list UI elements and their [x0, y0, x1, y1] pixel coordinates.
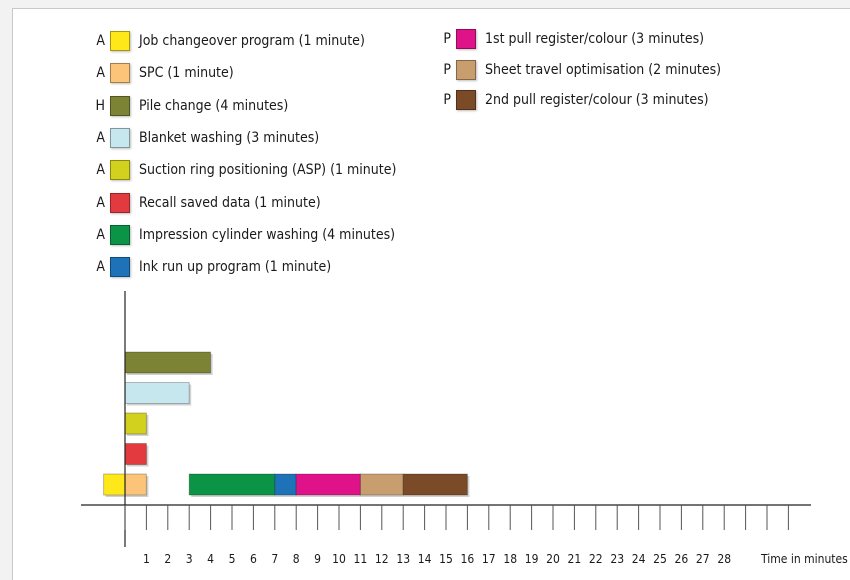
gantt-bar: Pile change (4 minutes)	[124, 351, 212, 374]
legend-label: Blanket washing (3 minutes)	[139, 129, 320, 146]
gantt-bar: 2nd pull register/colour (3 minutes)	[402, 473, 468, 496]
x-tick-label: 5	[229, 552, 236, 566]
legend-item: A Impression cylinder washing (4 minutes)	[93, 224, 395, 246]
legend-swatch	[110, 127, 130, 148]
legend-item: P Sheet travel optimisation (2 minutes)	[439, 59, 721, 81]
legend-label: 2nd pull register/colour (3 minutes)	[485, 92, 709, 108]
x-tick-label: 21	[568, 552, 582, 566]
legend-item: A Blanket washing (3 minutes)	[93, 127, 319, 149]
x-tick-label: 7	[271, 552, 278, 566]
legend-swatch	[456, 90, 476, 110]
legend-category: A	[96, 259, 105, 276]
legend-item: P 2nd pull register/colour (3 minutes)	[439, 89, 709, 111]
gantt-bar: 1st pull register/colour (3 minutes)	[295, 473, 361, 496]
legend-label: Impression cylinder washing (4 minutes)	[139, 226, 396, 243]
gantt-bar: Impression cylinder washing (4 minutes)	[188, 473, 276, 496]
legend-item: H Pile change (4 minutes)	[93, 95, 288, 117]
gantt-bar: SPC (1 minute)	[124, 473, 147, 496]
x-tick-label: 22	[589, 552, 603, 566]
x-tick-label: 4	[207, 552, 214, 566]
legend-category: H	[95, 97, 105, 114]
legend-label: Suction ring positioning (ASP) (1 minute…	[139, 162, 397, 179]
legend-swatch	[110, 192, 130, 213]
x-tick-label: 3	[186, 552, 193, 566]
legend-category: A	[96, 194, 105, 211]
x-tick-label: 8	[293, 552, 300, 566]
x-tick-label: 2	[164, 552, 171, 566]
legend-item: A Job changeover program (1 minute)	[93, 30, 365, 52]
x-tick-label: 12	[375, 552, 389, 566]
x-tick-label: 15	[439, 552, 453, 566]
legend-swatch	[110, 257, 130, 278]
legend-category: A	[96, 162, 105, 179]
legend-label: Sheet travel optimisation (2 minutes)	[485, 61, 722, 78]
legend-label: Recall saved data (1 minute)	[139, 194, 321, 211]
x-tick-label: 23	[610, 552, 624, 566]
legend-category: P	[443, 92, 451, 108]
gantt-chart: Pile change (4 minutes) Blanket washing (…	[81, 291, 848, 566]
x-tick-label: 1	[143, 552, 150, 566]
legend-label: Job changeover program (1 minute)	[139, 33, 365, 49]
legend-item: A Ink run up program (1 minute)	[93, 256, 331, 278]
gantt-bar: Blanket washing (3 minutes)	[124, 382, 190, 404]
legend-category: A	[96, 129, 105, 146]
legend-swatch	[110, 31, 130, 51]
x-tick-label: 11	[354, 552, 368, 566]
legend-category: A	[96, 226, 105, 243]
gantt-bar: Recall saved data (1 minute)	[124, 443, 147, 465]
x-tick-label: 17	[482, 552, 496, 566]
legend-label: Pile change (4 minutes)	[139, 97, 289, 114]
x-tick-label: 14	[418, 552, 432, 566]
gantt-bar: Sheet travel optimisation (2 minutes)	[359, 473, 404, 496]
legend-swatch	[110, 160, 130, 181]
x-axis-label: Time in minutes	[760, 552, 848, 566]
legend-category: A	[96, 65, 105, 82]
legend-swatch	[110, 95, 130, 116]
x-tick-label: 28	[717, 552, 731, 566]
legend-category: P	[443, 61, 451, 78]
legend-swatch	[110, 224, 130, 245]
legend-item: P 1st pull register/colour (3 minutes)	[439, 28, 704, 50]
x-tick-label: 18	[503, 552, 517, 566]
gantt-bar: Ink run up program (1 minute)	[274, 473, 297, 496]
legend-item: A SPC (1 minute)	[93, 62, 234, 84]
legend-label: SPC (1 minute)	[139, 65, 234, 82]
x-tick-label: 13	[396, 552, 410, 566]
legend-category: A	[96, 33, 105, 49]
gantt-bar: Suction ring positioning (ASP) (1 minute…	[124, 412, 147, 435]
legend-swatch	[456, 59, 476, 80]
legend-category: P	[443, 31, 451, 47]
x-tick-label: 24	[632, 552, 646, 566]
x-tick-label: 26	[675, 552, 689, 566]
x-tick-label: 10	[332, 552, 346, 566]
x-tick-label: 19	[525, 552, 539, 566]
legend-swatch	[456, 29, 476, 49]
x-tick-label: 6	[250, 552, 257, 566]
x-tick-label: 16	[461, 552, 475, 566]
legend-item: A Suction ring positioning (ASP) (1 minut…	[93, 159, 396, 181]
legend-item: A Recall saved data (1 minute)	[93, 192, 321, 214]
x-tick-label: 20	[546, 552, 560, 566]
x-tick-label: 9	[314, 552, 321, 566]
legend-swatch	[110, 63, 130, 84]
gantt-bar: Job changeover program (1 minute)	[103, 473, 126, 496]
x-tick-label: 27	[696, 552, 710, 566]
legend-label: 1st pull register/colour (3 minutes)	[485, 31, 705, 47]
x-tick-label: 25	[653, 552, 667, 566]
chart-panel: A Job changeover program (1 minute) A SPC (…	[12, 8, 850, 580]
legend-label: Ink run up program (1 minute)	[139, 259, 332, 276]
